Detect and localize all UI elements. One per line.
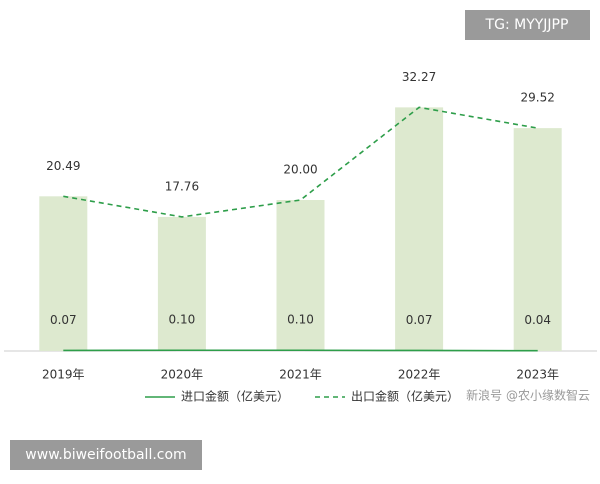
x-tick-label: 2023年 (516, 368, 559, 382)
legend-label: 进口金额（亿美元） (181, 389, 289, 404)
data-label: 29.52 (521, 91, 555, 105)
bar (39, 196, 87, 351)
bar (277, 200, 325, 351)
data-label: 0.10 (287, 313, 314, 327)
x-tick-label: 2020年 (161, 368, 204, 382)
x-tick-label: 2021年 (279, 368, 322, 382)
data-label: 0.07 (406, 313, 433, 327)
data-label: 20.00 (283, 163, 317, 177)
watermark: 新浪号 @农小缘数智云 (466, 388, 590, 403)
legend-label: 出口金额（亿美元） (351, 389, 459, 404)
watermark: www.biweifootball.com (25, 447, 186, 463)
bar (158, 217, 206, 351)
data-label: 17.76 (165, 179, 199, 193)
data-label: 0.04 (524, 313, 551, 327)
x-tick-label: 2022年 (398, 368, 441, 382)
data-label: 20.49 (46, 159, 80, 173)
data-label: 0.10 (169, 313, 196, 327)
data-label: 32.27 (402, 70, 436, 84)
data-label: 0.07 (50, 313, 77, 327)
x-tick-label: 2019年 (42, 368, 85, 382)
watermark: TG: MYYJJPP (485, 17, 569, 33)
